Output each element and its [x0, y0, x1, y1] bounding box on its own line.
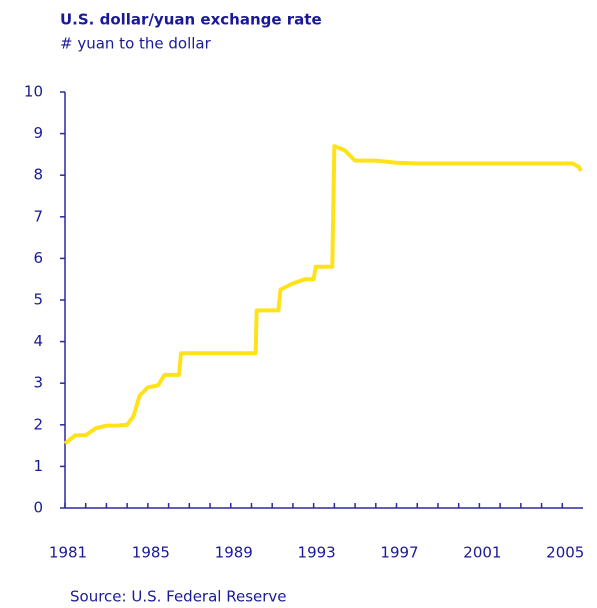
x-tick-label: 2001 [463, 544, 501, 562]
y-tick-label: 6 [33, 249, 43, 267]
y-tick-label: 0 [33, 499, 43, 517]
y-tick-label: 4 [33, 332, 43, 350]
x-tick-label: 1993 [298, 544, 336, 562]
line-series [63, 144, 583, 446]
y-tick-label: 3 [33, 374, 43, 392]
y-tick-label: 2 [33, 415, 43, 433]
x-tick-label: 1981 [49, 544, 87, 562]
y-tick-label: 10 [24, 83, 43, 101]
x-tick-label: 1997 [380, 544, 418, 562]
y-tick-label: 7 [33, 207, 43, 225]
source-note: Source: U.S. Federal Reserve [70, 588, 287, 606]
x-tick-label: 1989 [215, 544, 253, 562]
chart-subtitle: # yuan to the dollar [60, 35, 212, 53]
x-tick-label: 2005 [546, 544, 584, 562]
y-tick-label: 8 [33, 166, 43, 184]
x-tick-label: 1985 [132, 544, 170, 562]
y-tick-label: 5 [33, 291, 43, 309]
y-tick-label: 9 [33, 124, 43, 142]
chart-title: U.S. dollar/yuan exchange rate [60, 11, 322, 29]
y-tick-label: 1 [33, 457, 43, 475]
